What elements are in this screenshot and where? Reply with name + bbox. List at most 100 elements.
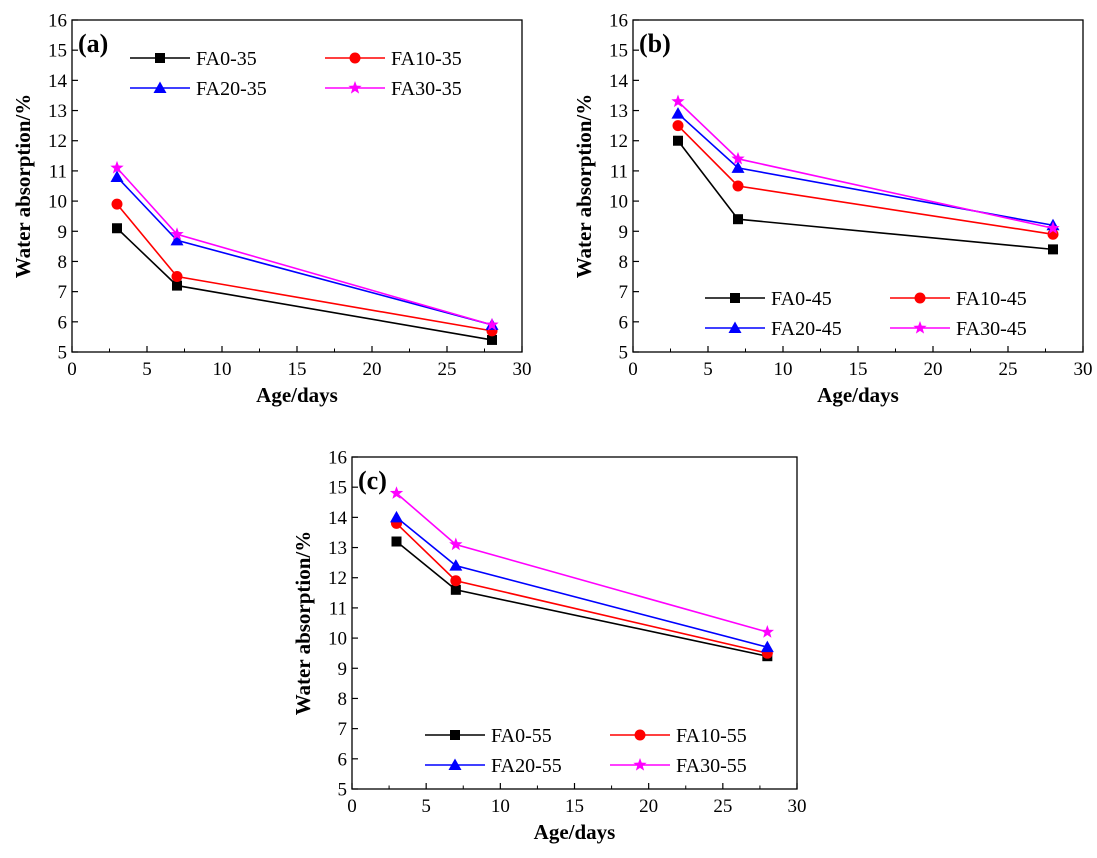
legend-marker	[914, 292, 926, 304]
x-tick-label: 15	[288, 359, 307, 380]
legend-marker	[728, 321, 742, 333]
y-tick-label: 9	[619, 222, 629, 243]
legend-label: FA10-45	[956, 288, 1027, 310]
y-tick-label: 7	[58, 282, 68, 303]
data-point-FA30-35	[485, 317, 499, 331]
x-tick-label: 20	[924, 359, 943, 380]
y-tick-label: 6	[338, 749, 348, 770]
y-tick-label: 6	[58, 312, 68, 333]
x-tick-label: 5	[703, 359, 713, 380]
legend-label: FA10-55	[676, 725, 747, 747]
data-point-FA20-45	[671, 107, 685, 119]
legend-marker	[633, 758, 647, 771]
legend-label: FA20-35	[196, 78, 267, 100]
data-point-FA10-35	[111, 198, 123, 210]
data-point-FA20-35	[110, 170, 124, 182]
y-axis-title: Water absorption/%	[572, 94, 596, 279]
data-point-FA20-55	[390, 510, 403, 523]
y-tick-label: 12	[328, 568, 347, 589]
series-line-FA30-35	[116, 167, 493, 326]
data-point-FA10-55	[450, 575, 462, 587]
x-tick-label: 20	[363, 359, 382, 380]
data-point-FA0-35	[172, 280, 182, 291]
legend-label: FA30-45	[956, 318, 1027, 340]
y-tick-label: 13	[609, 101, 628, 122]
y-tick-label: 13	[48, 101, 67, 122]
y-tick-label: 9	[58, 222, 68, 243]
x-axis-title: Age/days	[534, 820, 616, 844]
data-point-FA0-45	[733, 214, 743, 225]
data-point-FA20-35	[170, 233, 184, 246]
x-tick-label: 20	[639, 796, 658, 817]
panel-label: (c)	[358, 466, 387, 495]
data-point-FA30-55	[760, 625, 774, 638]
x-axis-title: Age/days	[256, 383, 338, 407]
x-tick-label: 25	[438, 359, 457, 380]
data-point-FA30-45	[1046, 221, 1060, 234]
x-tick-label: 10	[491, 796, 510, 817]
data-point-FA30-45	[671, 94, 685, 108]
legend-marker	[634, 729, 646, 741]
x-tick-label: 0	[347, 796, 357, 817]
x-axis-title: Age/days	[817, 383, 899, 407]
x-tick-label: 30	[788, 796, 807, 817]
y-tick-label: 7	[619, 282, 629, 303]
y-tick-label: 5	[338, 780, 348, 801]
legend-label: FA30-35	[391, 78, 462, 100]
data-point-FA20-55	[760, 640, 774, 653]
legend-marker	[450, 730, 460, 740]
x-tick-label: 10	[213, 359, 232, 380]
y-axis-title: Water absorption/%	[11, 94, 35, 279]
x-tick-label: 5	[142, 359, 152, 380]
panel-label: (b)	[639, 29, 671, 58]
data-point-FA0-55	[450, 584, 461, 595]
x-tick-label: 30	[513, 359, 532, 380]
panel-label: (a)	[78, 29, 108, 58]
y-tick-label: 12	[609, 131, 628, 152]
data-point-FA10-35	[171, 271, 183, 283]
x-tick-label: 25	[999, 359, 1018, 380]
chart-panel-a: 0 5 10 15 20 25 305678910111213141516Age/daysW…	[11, 11, 532, 408]
y-tick-label: 13	[328, 538, 347, 559]
y-tick-label: 16	[609, 11, 628, 32]
legend-marker	[155, 53, 165, 63]
x-tick-label: 10	[774, 359, 793, 380]
y-tick-label: 12	[48, 131, 67, 152]
legend-label: FA20-45	[771, 318, 842, 340]
legend-label: FA10-35	[391, 48, 462, 70]
y-tick-label: 11	[610, 161, 628, 182]
x-tick-label: 15	[565, 796, 584, 817]
y-axis-title: Water absorption/%	[291, 531, 315, 716]
data-point-FA0-45	[1048, 244, 1058, 255]
y-tick-label: 7	[338, 719, 348, 740]
y-tick-label: 9	[338, 659, 348, 680]
data-point-FA0-45	[673, 135, 683, 146]
y-tick-label: 10	[48, 192, 67, 213]
legend-marker	[730, 293, 740, 303]
x-tick-label: 15	[849, 359, 868, 380]
data-point-FA30-55	[389, 486, 404, 499]
legend-marker	[913, 321, 927, 334]
x-tick-label: 25	[713, 796, 732, 817]
data-point-FA20-45	[731, 161, 745, 173]
series-line-FA20-35	[116, 176, 493, 326]
legend-marker	[349, 52, 361, 64]
y-tick-label: 6	[619, 312, 629, 333]
y-tick-label: 15	[609, 41, 628, 62]
y-tick-label: 14	[328, 508, 348, 529]
y-tick-label: 5	[619, 343, 629, 364]
data-point-FA0-35	[487, 334, 497, 345]
data-point-FA0-55	[391, 536, 402, 547]
legend-label: FA0-45	[771, 288, 832, 310]
y-tick-label: 15	[328, 478, 347, 499]
y-tick-label: 14	[48, 71, 68, 92]
x-tick-label: 0	[67, 359, 77, 380]
legend-marker	[153, 81, 167, 93]
legend-marker	[448, 758, 462, 770]
y-tick-label: 8	[338, 689, 348, 710]
data-point-FA10-45	[672, 120, 684, 132]
chart-panel-c: 0 5 10 15 20 25 305678910111213141516Age/daysW…	[291, 448, 807, 845]
y-tick-label: 14	[609, 71, 629, 92]
legend-label: FA30-55	[676, 755, 747, 777]
